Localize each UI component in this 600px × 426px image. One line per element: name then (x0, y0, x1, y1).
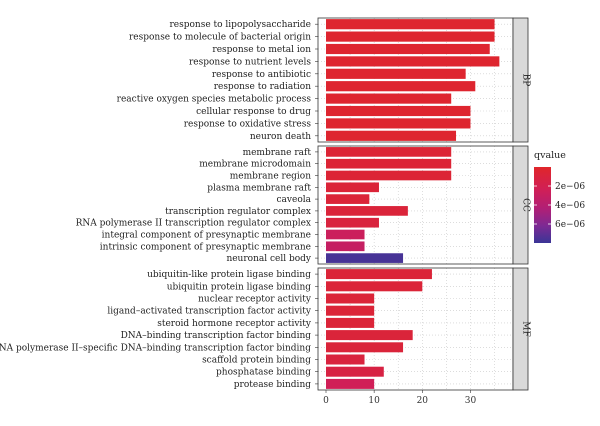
bar (326, 293, 375, 304)
category-label: neuronal cell body (226, 254, 311, 264)
legend-ticks: 2e−06 4e−06 6e−06 (534, 182, 585, 230)
facet-label: CC (521, 198, 531, 212)
x-axis: 0 10 20 30 (323, 390, 476, 406)
facet-panel-mf: ubiquitin-like protein ligase binding ubi… (0, 267, 531, 391)
bar (326, 81, 476, 92)
category-label: membrane microdomain (199, 160, 311, 170)
facet-strip (512, 17, 529, 143)
category-label: response to oxidative stress (184, 119, 312, 129)
legend-tick-label: 4e−06 (555, 201, 585, 211)
category-label: response to antibiotic (212, 70, 311, 80)
facet-panel-cc: membrane raft membrane microdomain membran… (76, 145, 531, 265)
category-label: response to metal ion (212, 45, 311, 55)
category-label: ubiquitin protein ligase binding (167, 282, 312, 292)
bar (326, 317, 375, 328)
bar (326, 147, 452, 157)
category-label: transcription regulator complex (165, 207, 311, 217)
facet-strip (512, 267, 529, 391)
category-label: nuclear receptor activity (198, 295, 312, 305)
category-label: RNA polymerase II–specific DNA–binding t… (0, 343, 311, 353)
bar (326, 93, 452, 104)
category-label: phosphatase binding (216, 368, 311, 378)
bar (326, 68, 466, 79)
bar (326, 130, 457, 141)
category-label: cellular response to drug (196, 107, 311, 117)
facet-label: BP (521, 74, 531, 87)
category-label: neuron death (250, 132, 311, 142)
category-label: scaffold protein binding (202, 356, 311, 366)
category-label: steroid hormone receptor activity (157, 319, 312, 329)
category-label: membrane region (230, 172, 311, 182)
legend-colorbar (534, 167, 551, 243)
category-label: ligand–activated transcription factor ac… (107, 307, 312, 317)
bar (326, 330, 413, 341)
bar (326, 105, 471, 117)
category-label: intrinsic component of presynaptic membr… (100, 242, 311, 252)
bar (326, 194, 370, 204)
category-label: caveola (277, 195, 312, 205)
category-label: response to lipopolysaccharide (170, 20, 312, 30)
bar (326, 342, 404, 353)
category-label: membrane raft (243, 148, 312, 158)
bar (326, 217, 379, 228)
bar (326, 366, 384, 377)
bar (326, 170, 452, 181)
category-label: reactive oxygen species metabolic proces… (117, 95, 312, 105)
category-label: response to nutrient levels (189, 57, 311, 67)
bar (326, 206, 408, 216)
bar (326, 31, 495, 42)
qvalue-legend: qvalue 2e−06 4e−06 6e−06 (534, 150, 585, 243)
bar (326, 229, 365, 240)
category-label: integral component of presynaptic membra… (102, 231, 311, 241)
category-label: response to radiation (214, 82, 312, 92)
bar (326, 43, 490, 55)
category-label: ubiquitin-like protein ligase binding (147, 270, 311, 280)
category-label: DNA–binding transcription factor binding (121, 331, 312, 341)
bar (326, 253, 404, 263)
facet-label: MF (521, 321, 531, 336)
bar (326, 354, 365, 365)
category-label: protease binding (234, 380, 311, 390)
legend-title: qvalue (534, 150, 566, 161)
bar (326, 305, 375, 316)
bar (326, 56, 500, 67)
facet-panel-bp: response to lipopolysaccharide response t… (117, 17, 531, 143)
bar (326, 118, 471, 129)
bar (326, 378, 375, 389)
legend-tick-label: 6e−06 (555, 220, 585, 230)
bar (326, 269, 432, 280)
bar (326, 182, 379, 193)
bar (326, 158, 452, 169)
facet-strip (512, 145, 529, 265)
x-tick-label: 30 (465, 396, 477, 406)
category-label: plasma membrane raft (207, 183, 311, 193)
category-label: response to molecule of bacterial origin (129, 33, 311, 43)
category-label: RNA polymerase II transcription regulato… (76, 219, 311, 229)
x-tick-label: 20 (417, 396, 429, 406)
bar (326, 241, 365, 252)
legend-tick-label: 2e−06 (555, 182, 585, 192)
facet-panels: response to lipopolysaccharide response t… (0, 17, 531, 391)
x-tick-label: 0 (323, 396, 329, 406)
x-tick-label: 10 (368, 396, 380, 406)
bar (326, 281, 423, 292)
bar (326, 19, 495, 30)
